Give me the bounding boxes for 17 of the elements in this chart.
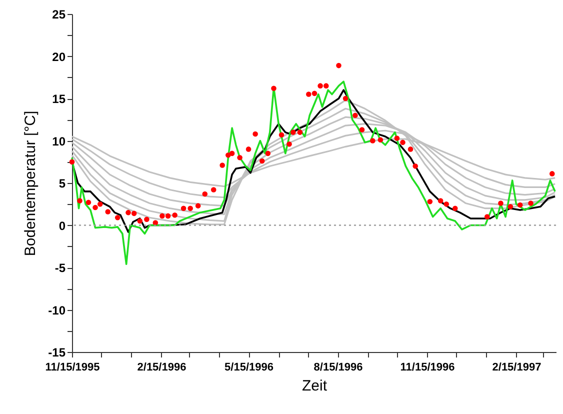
y-tick-label: 10: [52, 134, 66, 148]
x-tick-label: 5/15/1996: [224, 362, 274, 374]
x-tick-label: 2/15/1996: [137, 362, 186, 374]
y-tick-label: -15: [48, 346, 66, 360]
y-tick-label: 0: [58, 218, 66, 233]
y-tick-label: 20: [52, 50, 66, 64]
y-tick-label: 25: [52, 8, 66, 22]
x-tick-label: 2/15/1997: [492, 362, 542, 374]
x-axis-title: Zeit: [302, 378, 328, 394]
y-axis-title: Bodentemperatur [°C]: [22, 110, 40, 256]
x-tick-label: 11/15/1995: [45, 362, 100, 374]
y-tick-label: -10: [48, 303, 66, 318]
y-tick-label: 5: [58, 176, 66, 190]
x-tick-label: 8/15/1996: [314, 362, 363, 374]
y-tick-label: 15: [52, 92, 66, 106]
x-tick-label: 11/15/1996: [400, 362, 455, 374]
y-tick-label: -5: [54, 261, 66, 275]
